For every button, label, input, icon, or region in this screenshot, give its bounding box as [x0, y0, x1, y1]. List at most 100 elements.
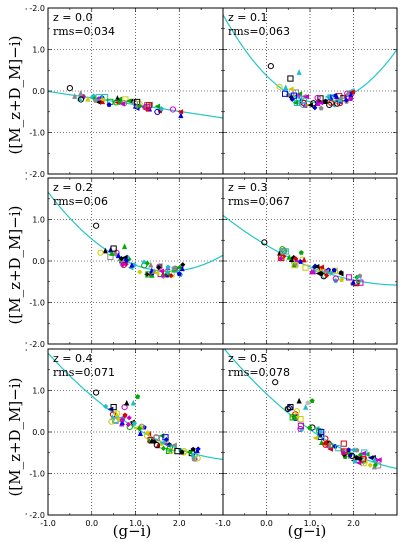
- data-point: [72, 93, 78, 99]
- outlier-point: [303, 404, 309, 410]
- data-point: [165, 264, 171, 270]
- y-tick-label: -2.0: [29, 170, 45, 179]
- scatter-points: [267, 63, 355, 111]
- panel-z-label: z = 0.1: [228, 11, 267, 24]
- x-tick-label: 2.0: [347, 519, 360, 528]
- data-point: [291, 415, 297, 421]
- data-point: [375, 457, 382, 463]
- data-point: [312, 105, 318, 111]
- data-point: [280, 248, 287, 255]
- y-tick-label: 1.0: [32, 216, 45, 225]
- data-point: [301, 256, 307, 263]
- outlier-point: [296, 69, 302, 75]
- scatter-points: [93, 222, 186, 280]
- data-point: [354, 455, 360, 460]
- data-point: [297, 416, 304, 423]
- data-point: [310, 268, 317, 275]
- data-point: [281, 90, 289, 97]
- y-tick-label: -1.0: [29, 299, 45, 308]
- data-point: [126, 415, 132, 421]
- data-point: [166, 444, 173, 451]
- outlier-point: [287, 404, 294, 411]
- outlier-point: [110, 404, 117, 411]
- data-point: [331, 267, 337, 273]
- data-point: [335, 445, 342, 452]
- data-point: [338, 95, 344, 102]
- data-point: [167, 447, 174, 455]
- data-point: [133, 425, 140, 431]
- data-point: [175, 264, 182, 271]
- data-point: [345, 274, 353, 281]
- fit-curve: [223, 214, 397, 286]
- y-tick-label: -1.0: [29, 129, 45, 138]
- outlier-point: [130, 399, 136, 406]
- data-point: [318, 105, 324, 111]
- panel-rms-label: rms=0.063: [228, 25, 290, 38]
- data-point: [176, 271, 182, 276]
- data-point: [162, 434, 169, 441]
- data-point: [137, 430, 143, 436]
- data-point: [286, 404, 293, 412]
- data-point: [312, 435, 319, 441]
- data-point: [102, 247, 108, 254]
- data-point: [164, 269, 171, 275]
- x-tick-label: 0.0: [85, 519, 98, 528]
- data-point: [144, 271, 150, 277]
- y-tick-label: -1.0: [29, 470, 45, 479]
- data-point: [322, 441, 329, 448]
- data-point: [355, 276, 362, 283]
- panel-z-label: z = 0.4: [53, 352, 92, 365]
- data-point: [85, 95, 91, 102]
- scatter-points: [272, 379, 382, 470]
- data-point: [360, 450, 366, 457]
- data-point: [148, 261, 154, 268]
- data-point: [123, 257, 129, 263]
- data-point: [345, 89, 351, 96]
- data-point: [278, 255, 284, 262]
- data-point: [301, 97, 308, 104]
- data-point: [155, 442, 161, 449]
- outlier-point: [267, 63, 274, 70]
- data-point: [343, 97, 349, 103]
- data-point: [159, 440, 166, 446]
- data-point: [311, 264, 318, 270]
- data-point: [119, 417, 125, 423]
- data-point: [318, 428, 325, 436]
- data-point: [145, 271, 152, 278]
- x-tick-label: 1.0: [304, 519, 317, 528]
- data-point: [352, 458, 358, 464]
- y-tick-label: -2.0: [29, 4, 45, 13]
- data-point: [307, 102, 313, 108]
- outlier-point: [272, 379, 279, 386]
- y-axis-label-row2: ([M_z+D_M]−i): [6, 206, 24, 325]
- data-point: [114, 410, 121, 417]
- data-point: [78, 90, 84, 96]
- data-point: [371, 463, 377, 470]
- data-point: [318, 264, 325, 270]
- panel-z-label: z = 0.5: [228, 352, 267, 365]
- data-point: [119, 101, 126, 107]
- data-point: [349, 89, 355, 95]
- data-point: [299, 101, 307, 109]
- data-point: [297, 422, 305, 429]
- outlier-point: [309, 398, 315, 403]
- data-point: [290, 92, 297, 99]
- data-point: [156, 264, 162, 271]
- data-point: [345, 449, 351, 455]
- x-tick-label: -1.0: [215, 519, 231, 528]
- x-axis-label-left: (g−i): [113, 522, 152, 540]
- data-point: [145, 430, 151, 436]
- data-point: [180, 262, 186, 268]
- data-point: [137, 269, 143, 275]
- data-point: [354, 447, 360, 453]
- data-point: [115, 252, 122, 259]
- data-point: [371, 456, 377, 463]
- data-point: [125, 98, 132, 104]
- y-tick-label: 1.0: [32, 387, 45, 396]
- data-point: [322, 440, 328, 447]
- data-point: [145, 102, 153, 109]
- data-point: [302, 102, 308, 108]
- data-point: [160, 445, 167, 451]
